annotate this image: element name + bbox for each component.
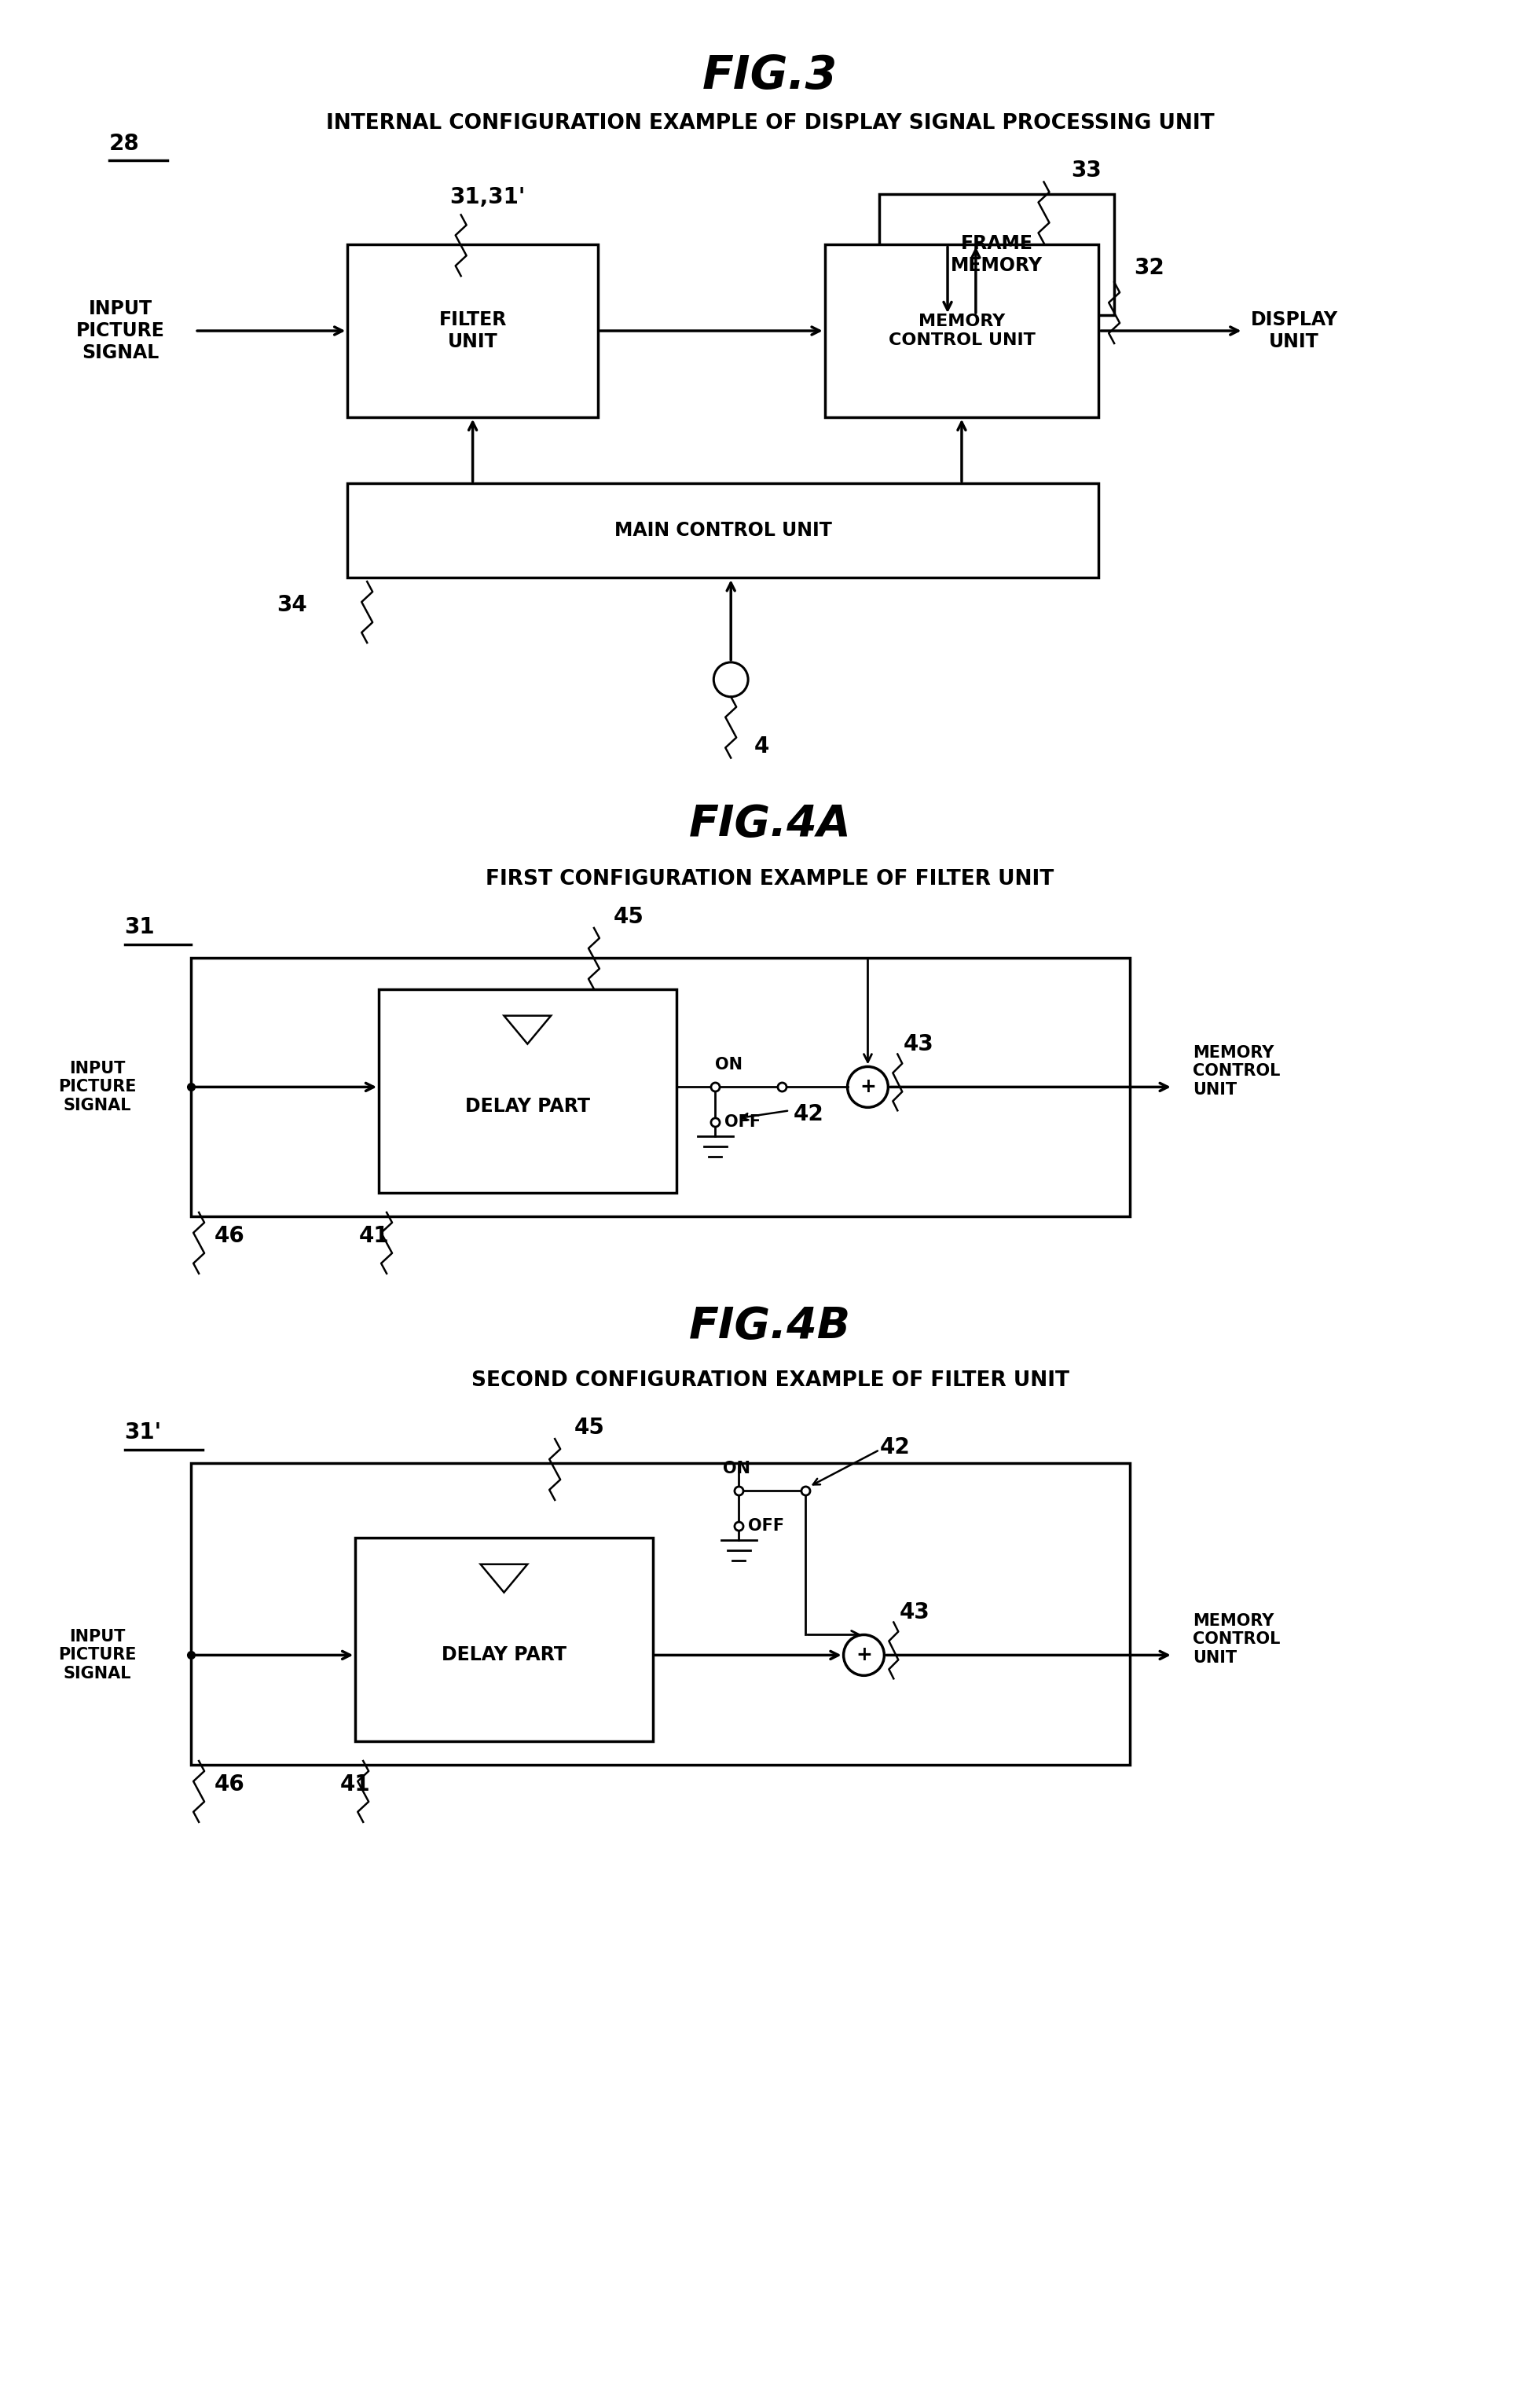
Text: FIG.4A: FIG.4A [688, 802, 852, 845]
Text: ON: ON [715, 1056, 742, 1073]
Bar [379, 989, 676, 1193]
Text: DISPLAY
UNIT: DISPLAY UNIT [1250, 311, 1338, 352]
Bar [191, 1463, 1130, 1765]
Text: 33: 33 [1072, 158, 1101, 182]
Text: 46: 46 [214, 1772, 245, 1796]
Text: MEMORY
CONTROL UNIT: MEMORY CONTROL UNIT [889, 314, 1035, 347]
Bar [191, 958, 1130, 1217]
Text: INPUT
PICTURE
SIGNAL: INPUT PICTURE SIGNAL [59, 1629, 136, 1681]
Text: MEMORY
CONTROL
UNIT: MEMORY CONTROL UNIT [1192, 1044, 1280, 1097]
Bar [348, 484, 1098, 577]
Text: 4: 4 [755, 735, 770, 757]
Text: ON: ON [724, 1461, 750, 1475]
Text: FIRST CONFIGURATION EXAMPLE OF FILTER UNIT: FIRST CONFIGURATION EXAMPLE OF FILTER UN… [485, 869, 1055, 889]
Bar [879, 194, 1115, 316]
Bar [356, 1538, 653, 1741]
Text: 42: 42 [879, 1437, 910, 1459]
Text: 31': 31' [125, 1423, 162, 1444]
Text: 43: 43 [902, 1032, 933, 1054]
Text: 46: 46 [214, 1224, 245, 1248]
Text: 41: 41 [359, 1224, 390, 1248]
Bar [348, 244, 598, 417]
Text: 41: 41 [340, 1772, 370, 1796]
Text: 45: 45 [574, 1418, 605, 1439]
Text: MEMORY
CONTROL
UNIT: MEMORY CONTROL UNIT [1192, 1614, 1280, 1665]
Text: OFF: OFF [748, 1518, 784, 1533]
Text: 34: 34 [277, 594, 308, 616]
Text: INPUT
PICTURE
SIGNAL: INPUT PICTURE SIGNAL [77, 299, 165, 362]
Text: INPUT
PICTURE
SIGNAL: INPUT PICTURE SIGNAL [59, 1061, 136, 1114]
Text: 28: 28 [109, 132, 139, 156]
Text: FRAME
MEMORY: FRAME MEMORY [950, 235, 1043, 275]
Text: +: + [856, 1645, 872, 1665]
Text: 45: 45 [613, 905, 644, 927]
Text: FIG.3: FIG.3 [702, 53, 838, 98]
Text: DELAY PART: DELAY PART [465, 1097, 590, 1116]
Text: INTERNAL CONFIGURATION EXAMPLE OF DISPLAY SIGNAL PROCESSING UNIT: INTERNAL CONFIGURATION EXAMPLE OF DISPLA… [326, 113, 1214, 134]
Text: +: + [859, 1078, 876, 1097]
Text: 43: 43 [899, 1600, 930, 1624]
Text: DELAY PART: DELAY PART [442, 1645, 567, 1665]
Bar [825, 244, 1098, 417]
Text: 32: 32 [1133, 256, 1164, 280]
Text: SECOND CONFIGURATION EXAMPLE OF FILTER UNIT: SECOND CONFIGURATION EXAMPLE OF FILTER U… [471, 1370, 1069, 1391]
Text: FIG.4B: FIG.4B [688, 1305, 852, 1348]
Text: 31: 31 [125, 917, 156, 939]
Text: 42: 42 [793, 1104, 824, 1126]
Text: FILTER
UNIT: FILTER UNIT [439, 311, 507, 352]
Text: OFF: OFF [725, 1114, 761, 1130]
Text: MAIN CONTROL UNIT: MAIN CONTROL UNIT [614, 522, 832, 541]
Text: 31,31': 31,31' [450, 187, 525, 208]
